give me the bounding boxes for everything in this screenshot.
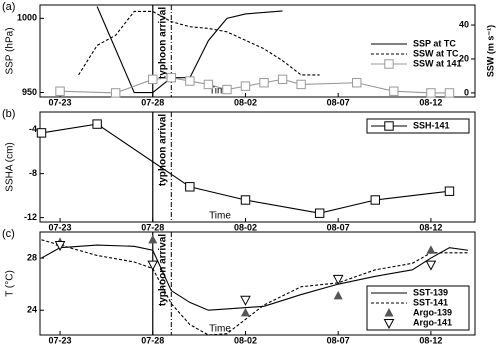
- panel-label: (a): [2, 1, 15, 13]
- x-tick-label: 08-02: [234, 222, 257, 232]
- legend-label: SSP at TC: [413, 38, 456, 48]
- x-axis-label: Time: [209, 324, 231, 335]
- legend-marker: [384, 308, 394, 317]
- event-label: typhoon arrival: [158, 234, 169, 306]
- series-line: [41, 239, 468, 336]
- marker: [426, 245, 436, 254]
- legend-marker: [384, 59, 394, 69]
- x-tick-label: 07-23: [49, 335, 72, 345]
- legend-frame: [366, 285, 470, 331]
- marker: [185, 76, 195, 86]
- plot-frame: [39, 111, 476, 223]
- marker: [314, 208, 325, 218]
- y-axis-label: SSP (hPa): [5, 27, 16, 74]
- series-line: [41, 244, 469, 311]
- marker: [185, 182, 195, 192]
- marker: [259, 78, 269, 88]
- legend-label: SST-141: [413, 297, 448, 307]
- plot-frame: [39, 231, 476, 336]
- marker: [425, 260, 437, 271]
- y-tick-label: 28: [27, 252, 37, 262]
- y-tick-label: 24: [27, 305, 37, 315]
- marker: [110, 88, 121, 98]
- marker: [203, 79, 214, 90]
- y2-tick-label: 40: [459, 19, 469, 29]
- y-tick-label: -4: [29, 124, 37, 134]
- legend-label: SST-139: [413, 287, 448, 297]
- marker: [240, 195, 251, 205]
- x-axis-label: Time: [209, 211, 231, 222]
- marker: [240, 307, 250, 317]
- y-tick-label: 950: [22, 87, 37, 97]
- legend-label: SSW at 141: [413, 58, 462, 68]
- marker: [296, 79, 306, 90]
- plot-frame: [39, 4, 476, 98]
- y2-tick-label: 20: [459, 53, 469, 63]
- marker: [277, 74, 288, 85]
- y-tick-label: 1000: [17, 13, 37, 23]
- marker: [54, 241, 66, 252]
- legend-label: SSH-141: [413, 120, 450, 130]
- x-tick-label: 08-07: [327, 335, 350, 345]
- marker: [389, 86, 399, 96]
- marker: [444, 88, 455, 98]
- marker: [426, 88, 436, 98]
- y-axis-label: SSHA (cm): [5, 142, 16, 191]
- x-tick-label: 08-02: [234, 97, 257, 107]
- x-tick-label: 07-23: [49, 97, 72, 107]
- marker: [36, 128, 47, 138]
- legend-label: Argo-139: [413, 307, 452, 317]
- panel-label: (b): [2, 108, 15, 120]
- panel-label: (c): [2, 228, 15, 240]
- x-tick-label: 07-28: [141, 335, 164, 345]
- marker: [333, 290, 343, 300]
- legend-marker: [383, 319, 395, 330]
- x-tick-label: 07-28: [141, 97, 164, 107]
- legend-frame: [366, 118, 470, 134]
- marker: [222, 84, 232, 95]
- x-tick-label: 08-07: [327, 222, 350, 232]
- y-tick-label: -12: [24, 212, 37, 222]
- marker: [147, 260, 159, 271]
- marker: [240, 295, 251, 306]
- event-label: typhoon arrival: [158, 114, 169, 186]
- marker: [166, 72, 177, 83]
- x-tick-label: 08-07: [327, 97, 350, 107]
- marker: [352, 78, 362, 88]
- marker: [148, 74, 158, 85]
- legend-label: Argo-141: [413, 317, 452, 327]
- x-tick-label: 08-02: [234, 335, 257, 345]
- marker: [92, 119, 102, 129]
- x-tick-label: 07-28: [141, 222, 164, 232]
- event-label: typhoon arrival: [158, 7, 169, 79]
- marker: [240, 81, 251, 91]
- y2-tick-label: 0: [464, 87, 469, 97]
- x-axis-label: Time: [209, 86, 231, 97]
- marker: [370, 195, 380, 205]
- x-tick-label: 07-23: [49, 222, 72, 232]
- marker: [148, 234, 158, 244]
- y-axis-label: T (°C): [5, 270, 16, 297]
- x-tick-label: 08-12: [419, 222, 442, 232]
- x-tick-label: 08-12: [419, 335, 442, 345]
- y-tick-label: -8: [29, 168, 37, 178]
- series-line: [78, 10, 320, 76]
- x-tick-label: 08-12: [419, 97, 442, 107]
- marker: [55, 86, 65, 96]
- marker: [444, 186, 455, 196]
- marker: [332, 274, 344, 286]
- legend-label: SSW at TC: [413, 48, 459, 58]
- y2-axis-label: SSW (m s⁻¹): [485, 25, 495, 77]
- legend-marker: [384, 121, 394, 131]
